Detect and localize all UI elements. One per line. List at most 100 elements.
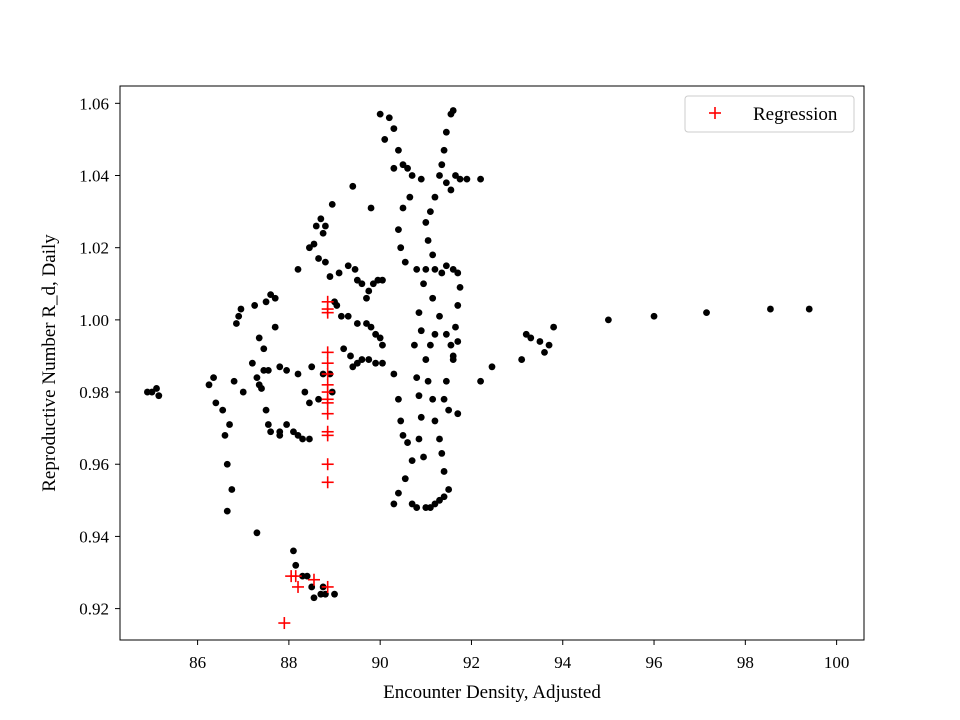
y-tick-label: 1.06 — [79, 94, 109, 113]
data-point — [321, 258, 329, 266]
data-point — [310, 594, 318, 602]
data-point — [440, 146, 448, 154]
regression-point — [292, 580, 305, 593]
x-axis-label: Encounter Density, Adjusted — [383, 682, 601, 703]
data-point — [363, 294, 370, 302]
data-point — [522, 330, 530, 338]
data-point — [440, 468, 448, 475]
data-point — [353, 276, 361, 284]
data-point — [239, 388, 247, 396]
data-point — [148, 388, 156, 396]
data-point — [431, 330, 439, 338]
regression-points — [278, 295, 334, 630]
data-point — [415, 435, 423, 443]
data-point — [372, 330, 380, 338]
data-point — [253, 374, 261, 382]
data-point — [271, 294, 279, 302]
plot-area — [119, 85, 865, 641]
data-point — [379, 341, 386, 349]
data-point — [228, 486, 236, 493]
data-point — [426, 341, 434, 349]
x-tick-label: 94 — [554, 653, 572, 672]
data-point — [205, 381, 213, 389]
data-point — [536, 338, 544, 345]
data-point — [347, 352, 354, 360]
y-tick-label: 1.04 — [79, 167, 109, 186]
data-point — [390, 500, 398, 508]
data-point — [442, 377, 450, 385]
data-point — [449, 265, 457, 273]
data-point — [271, 323, 279, 331]
data-point — [260, 345, 268, 353]
data-point — [604, 316, 612, 324]
data-point — [372, 359, 380, 367]
data-point — [417, 413, 425, 421]
data-point — [454, 338, 462, 345]
data-point — [449, 352, 457, 360]
data-point — [454, 269, 462, 277]
x-tick-label: 88 — [280, 653, 297, 672]
data-point — [431, 193, 439, 201]
data-point — [326, 273, 334, 280]
data-point — [310, 240, 318, 248]
data-point — [358, 356, 366, 363]
data-point — [422, 219, 430, 226]
y-tick-label: 1.00 — [79, 311, 109, 330]
data-point — [253, 529, 261, 537]
data-point — [438, 269, 446, 277]
regression-point — [321, 357, 334, 370]
data-point — [422, 356, 430, 363]
x-tick-label: 92 — [463, 653, 480, 672]
data-point — [399, 161, 407, 169]
x-tick-label: 90 — [372, 653, 389, 672]
data-point — [276, 428, 284, 436]
data-point — [456, 175, 464, 183]
regression-point — [321, 368, 334, 381]
data-point — [399, 431, 407, 439]
data-point — [395, 489, 402, 497]
data-point — [262, 298, 270, 306]
legend-box — [684, 95, 855, 133]
data-point — [417, 327, 425, 335]
data-point — [415, 309, 423, 317]
data-point — [223, 460, 231, 468]
data-point — [406, 193, 414, 201]
data-point — [315, 255, 322, 262]
data-point — [262, 406, 270, 414]
data-point — [442, 262, 450, 270]
data-point — [399, 204, 407, 212]
regression-point — [278, 617, 291, 630]
data-point — [417, 175, 425, 183]
data-point — [477, 175, 484, 183]
y-axis-ticks: 0.92 0.94 0.96 0.98 1.00 1.02 1.04 1.06 — [79, 94, 120, 619]
data-point — [333, 302, 341, 309]
data-point — [429, 294, 437, 302]
data-point — [337, 312, 345, 320]
data-point — [248, 359, 256, 367]
y-tick-label: 0.96 — [79, 455, 109, 474]
data-point — [395, 395, 402, 403]
y-tick-label: 0.94 — [79, 527, 109, 546]
data-point — [397, 417, 405, 425]
data-point — [294, 370, 302, 378]
data-point — [212, 399, 220, 407]
data-point — [445, 406, 453, 414]
data-point — [488, 363, 496, 371]
data-point — [315, 395, 322, 403]
data-point — [438, 450, 446, 457]
data-point — [210, 374, 217, 382]
data-point — [408, 500, 416, 508]
data-point — [767, 305, 774, 313]
data-point — [436, 172, 443, 179]
data-point — [454, 302, 462, 309]
data-point — [413, 504, 421, 511]
regression-point — [321, 396, 334, 409]
x-tick-label: 100 — [824, 653, 850, 672]
legend-marker-regression — [709, 107, 721, 119]
data-point — [226, 421, 233, 428]
data-point — [404, 164, 411, 172]
regression-point — [321, 306, 334, 319]
data-point — [294, 265, 302, 273]
data-point — [365, 356, 373, 363]
data-point — [415, 392, 423, 400]
